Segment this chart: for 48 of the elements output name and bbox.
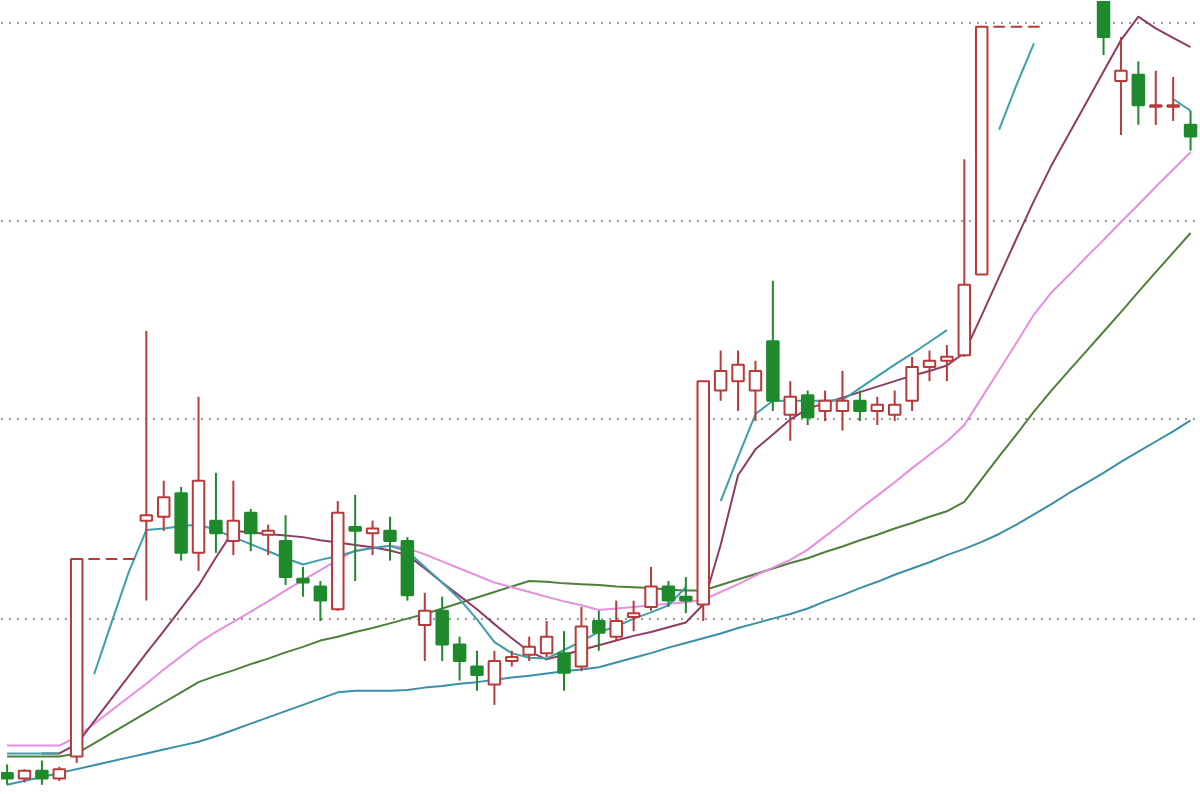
candlestick bbox=[348, 493, 362, 583]
candlestick bbox=[835, 369, 850, 432]
candlestick bbox=[244, 507, 258, 553]
candlestick bbox=[296, 565, 310, 598]
candlestick bbox=[1149, 69, 1163, 126]
candlestick bbox=[452, 635, 467, 682]
candlestick bbox=[818, 389, 832, 423]
candlestick bbox=[1166, 76, 1180, 122]
candlestick bbox=[731, 349, 745, 412]
candlestick bbox=[35, 759, 49, 786]
candlestick bbox=[383, 515, 397, 562]
candlestick bbox=[487, 649, 502, 706]
candlestick bbox=[313, 580, 328, 622]
candlestick bbox=[365, 519, 380, 557]
candlestick bbox=[139, 329, 154, 602]
candlestick bbox=[209, 471, 223, 554]
candlestick bbox=[940, 344, 954, 383]
candlestick bbox=[418, 591, 432, 662]
candlestick bbox=[226, 479, 241, 557]
candlestick bbox=[261, 523, 275, 557]
candlestick bbox=[574, 605, 589, 673]
candlestick bbox=[800, 389, 815, 427]
candlestick bbox=[557, 630, 571, 692]
candlestick bbox=[922, 349, 937, 383]
candlestick bbox=[905, 355, 919, 412]
candlestick bbox=[1183, 109, 1198, 152]
candlestick bbox=[609, 599, 623, 642]
candlestick bbox=[1131, 60, 1146, 126]
candlestick bbox=[522, 635, 536, 662]
candlestick bbox=[435, 595, 449, 662]
candlestick bbox=[713, 349, 728, 402]
candlestick bbox=[592, 609, 606, 652]
candlestick bbox=[1114, 36, 1128, 137]
candlestick bbox=[470, 649, 484, 692]
candlestick bbox=[783, 380, 798, 442]
candlestick bbox=[626, 599, 641, 633]
candlestick bbox=[539, 619, 554, 659]
candlestick bbox=[661, 580, 676, 608]
candlestick bbox=[278, 514, 293, 586]
candlestick bbox=[870, 395, 885, 427]
candlestick bbox=[887, 389, 902, 423]
candlestick bbox=[1096, 1, 1111, 57]
candlestick bbox=[1, 763, 14, 786]
candlestick bbox=[748, 359, 763, 423]
candlestick bbox=[156, 479, 171, 532]
candlestick bbox=[644, 565, 658, 612]
candlestick bbox=[853, 389, 867, 423]
candlestick bbox=[679, 576, 693, 615]
